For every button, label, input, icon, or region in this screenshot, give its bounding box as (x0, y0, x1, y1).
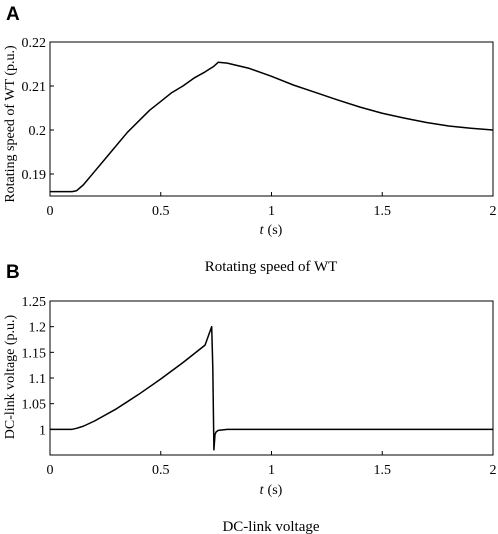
plot-frame-b (49, 300, 494, 456)
caption-a: Rotating speed of WT (205, 259, 338, 275)
x-tick-label-b: 1 (268, 463, 275, 478)
y-tick-label-a: 0.2 (29, 124, 47, 139)
x-axis-var-b: t (260, 483, 265, 498)
y-tick-label-b: 1 (39, 423, 46, 438)
y-axis-label-b: DC-link voltage (p.u.) (3, 314, 18, 439)
x-tick-label-a: 2 (490, 204, 497, 219)
y-tick-label-a: 0.22 (22, 36, 47, 51)
x-tick-label-a: 1.5 (374, 204, 392, 219)
plot-frame-a (49, 41, 494, 197)
x-tick-label-b: 1.5 (374, 463, 392, 478)
y-axis-label-a: Rotating speed of WT (p.u.) (3, 45, 18, 203)
panel-label-b: B (6, 262, 20, 283)
ticks-a: 0 0.5 1 1.5 2 0.19 0.2 0.21 0.22 (22, 36, 497, 219)
x-tick-label-a: 1 (268, 204, 275, 219)
y-tick-label-a: 0.19 (22, 168, 47, 183)
y-tick-label-b: 1.05 (22, 398, 47, 413)
panel-label-a: A (6, 4, 20, 25)
x-axis-label-a: t (s) (260, 223, 283, 238)
x-axis-unit-a: (s) (268, 223, 283, 238)
x-tick-label-b: 2 (490, 463, 497, 478)
x-tick-label-b: 0 (47, 463, 54, 478)
series-line-a (50, 61, 494, 193)
x-axis-var-a: t (260, 223, 265, 238)
y-tick-label-b: 1.1 (29, 372, 47, 387)
y-tick-label-b: 1.2 (29, 321, 47, 336)
panel-b: B DC-link voltage (p.u.) 0 0.5 1 1.5 2 1 1.05 1… (3, 262, 497, 534)
y-tick-label-b: 1.25 (22, 295, 47, 310)
y-tick-label-b: 1.15 (22, 346, 47, 361)
caption-b: DC-link voltage (222, 519, 319, 534)
x-tick-label-a: 0 (47, 204, 54, 219)
x-tick-label-a: 0.5 (152, 204, 170, 219)
ticks-b: 0 0.5 1 1.5 2 1 1.05 1.1 1.15 1.2 1.25 (22, 295, 497, 478)
x-axis-label-b: t (s) (260, 483, 283, 498)
x-tick-label-b: 0.5 (152, 463, 170, 478)
series-line-b (50, 325, 493, 451)
panel-a: A Rotating speed of WT (p.u.) 0 0.5 1 1.5 20… (3, 4, 497, 275)
x-axis-unit-b: (s) (268, 483, 283, 498)
y-tick-label-a: 0.21 (22, 80, 47, 95)
